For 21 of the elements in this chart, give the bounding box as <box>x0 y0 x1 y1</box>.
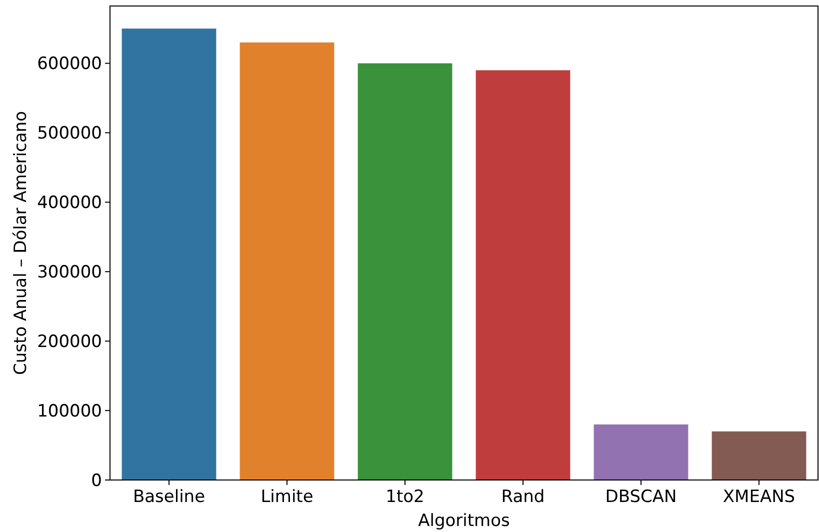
x-tick-label: DBSCAN <box>605 487 677 507</box>
y-tick-label: 200000 <box>37 332 102 352</box>
bar <box>240 42 334 480</box>
x-tick-label: 1to2 <box>386 487 424 507</box>
bar <box>712 431 806 480</box>
y-tick-label: 300000 <box>37 262 102 283</box>
bar <box>594 424 688 480</box>
x-tick-label: Baseline <box>132 487 206 507</box>
x-tick-label: Limite <box>260 487 314 507</box>
y-tick-label: 500000 <box>37 124 102 144</box>
x-tick-label: Rand <box>501 487 545 507</box>
x-tick-label: XMEANS <box>722 487 796 507</box>
x-axis-title: Algoritmos <box>418 511 510 531</box>
y-tick-label: 600000 <box>37 54 102 74</box>
bar <box>358 63 452 480</box>
y-tick-label: 0 <box>91 470 102 491</box>
y-axis-title: Custo Anual – Dólar Americano <box>11 111 31 375</box>
bar <box>122 28 216 480</box>
y-tick-label: 400000 <box>37 193 102 214</box>
bar <box>476 70 570 480</box>
y-tick-label: 100000 <box>37 402 102 422</box>
